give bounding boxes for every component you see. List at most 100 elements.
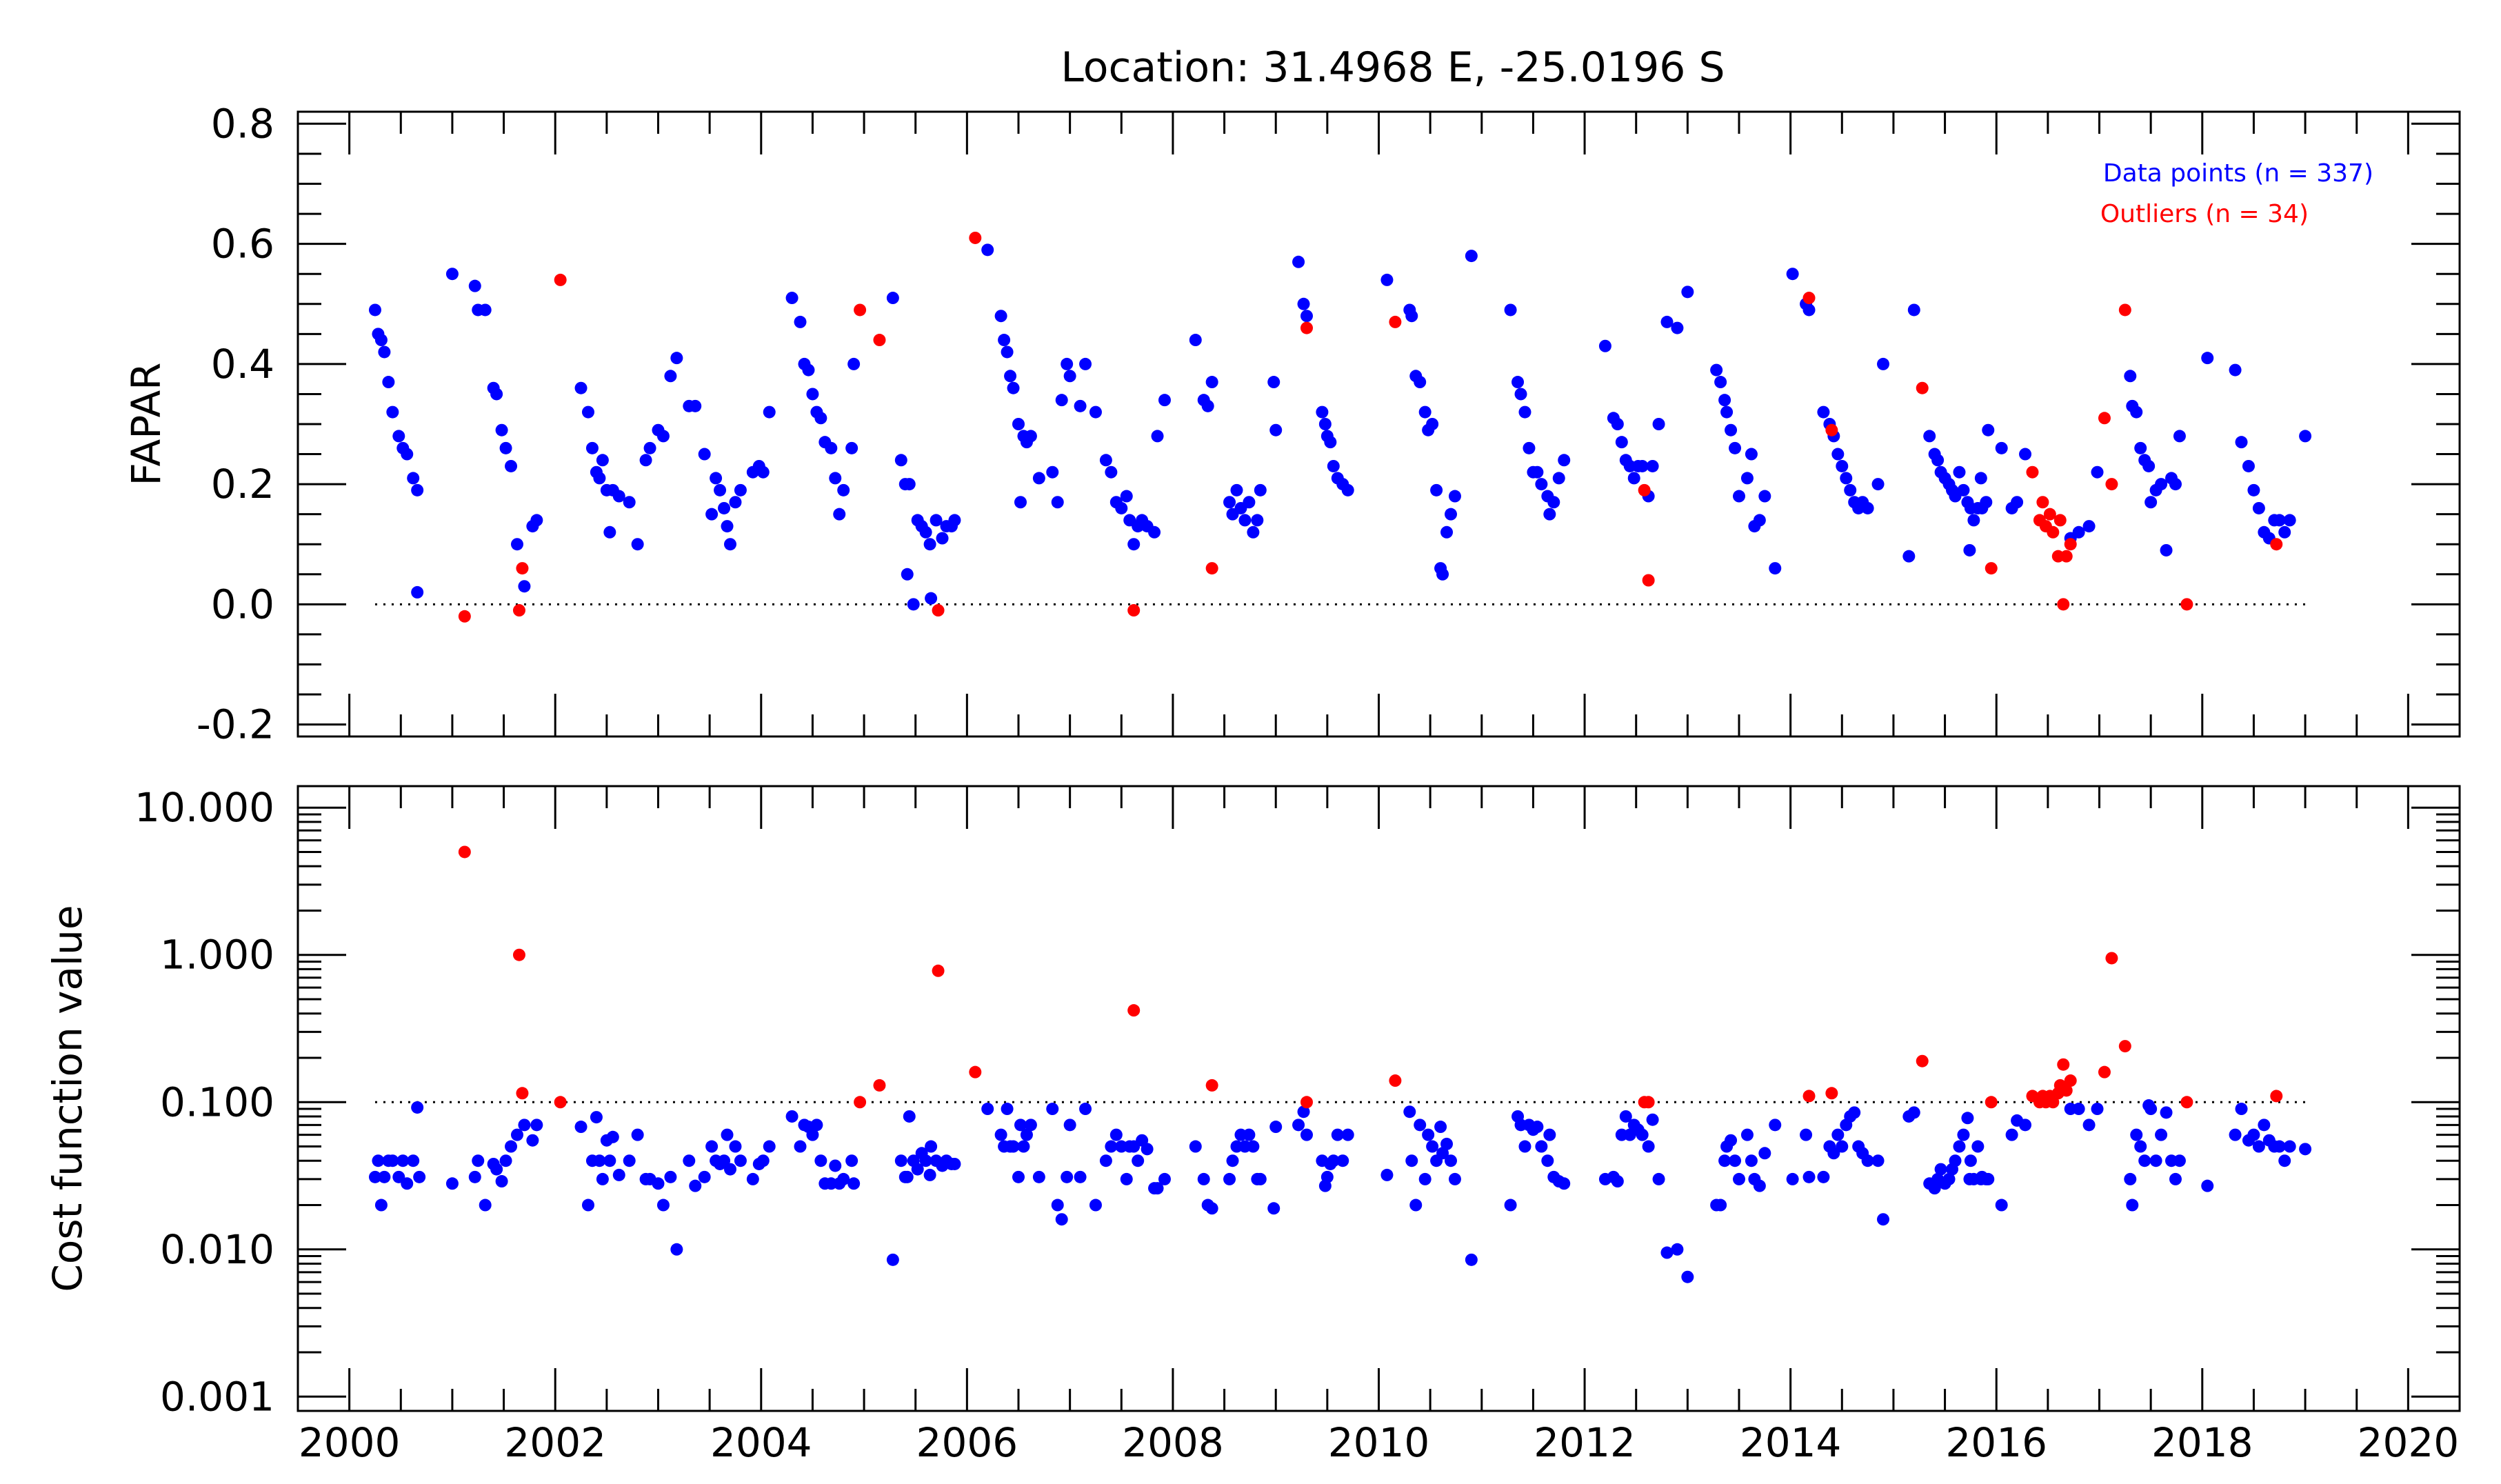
cost-data-point xyxy=(1934,1163,1947,1176)
fapar-data-point xyxy=(1786,268,1799,281)
cost-data-point xyxy=(2169,1172,2182,1185)
cost-data-point xyxy=(1448,1172,1461,1185)
cost-data-point xyxy=(2278,1154,2291,1167)
fapar-data-point xyxy=(794,315,807,328)
fapar-data-point xyxy=(479,303,492,317)
fapar-data-point xyxy=(1974,472,1987,485)
fapar-data-point xyxy=(1051,496,1064,509)
fapar-data-point xyxy=(1552,472,1565,485)
cost-data-point xyxy=(829,1159,842,1172)
fapar-outlier-point xyxy=(1825,423,1838,437)
x-tick-label: 2012 xyxy=(1534,1419,1636,1466)
fapar-data-point xyxy=(1714,376,1727,389)
fapar-data-point xyxy=(1514,388,1527,401)
fapar-outlier-point xyxy=(2105,478,2118,491)
cost-data-point xyxy=(1414,1119,1427,1132)
fapar-data-point xyxy=(1089,405,1102,419)
cost-data-point xyxy=(656,1199,670,1212)
cost-data-point xyxy=(1189,1140,1202,1153)
x-tick-label: 2002 xyxy=(504,1419,606,1466)
fapar-data-point xyxy=(919,525,932,539)
fapar-data-point xyxy=(1871,478,1885,491)
cost-data-point xyxy=(1141,1143,1154,1156)
fapar-data-point xyxy=(2091,465,2104,479)
cost-outlier-point xyxy=(1916,1054,1929,1067)
cost-data-point xyxy=(2072,1103,2085,1116)
fapar-data-point xyxy=(468,279,481,292)
fapar-data-point xyxy=(639,454,652,467)
cost-data-point xyxy=(368,1170,381,1183)
fapar-data-point xyxy=(1923,430,1936,443)
cost-data-point xyxy=(1226,1154,1239,1167)
cost-data-point xyxy=(2247,1128,2260,1141)
cost-data-point xyxy=(2252,1140,2265,1153)
cost-data-point xyxy=(1063,1119,1076,1132)
fapar-data-point xyxy=(930,514,943,527)
fapar-data-point xyxy=(1151,430,1164,443)
cost-data-point xyxy=(1007,1140,1020,1153)
cost-data-point xyxy=(919,1154,932,1167)
fapar-data-point xyxy=(1243,496,1256,509)
fapar-data-point xyxy=(1448,490,1461,503)
fapar-data-point xyxy=(1046,465,1059,479)
x-tick-label: 2000 xyxy=(299,1419,401,1466)
fapar-data-point xyxy=(710,472,723,485)
cost-points xyxy=(368,845,2312,1283)
x-tick-label: 2008 xyxy=(1122,1419,1224,1466)
cost-data-point xyxy=(1718,1154,1731,1167)
fapar-data-point xyxy=(998,334,1011,347)
cost-data-point xyxy=(763,1140,776,1153)
cost-outlier-point xyxy=(554,1096,567,1109)
fapar-data-point xyxy=(2082,520,2096,533)
cost-outlier-point xyxy=(1127,1004,1141,1017)
fapar-data-point xyxy=(1127,538,1141,551)
cost-outlier-point xyxy=(512,948,525,961)
fapar-data-point xyxy=(1547,496,1560,509)
cost-data-point xyxy=(2145,1103,2158,1116)
fapar-outlier-point xyxy=(1802,292,1816,305)
fapar-data-point xyxy=(670,352,683,365)
cost-data-point xyxy=(670,1243,683,1256)
fapar-outlier-point xyxy=(2036,496,2049,509)
fapar-data-point xyxy=(1844,483,1857,497)
fapar-data-point xyxy=(643,441,656,454)
cost-data-point xyxy=(1120,1172,1133,1185)
fapar-data-point xyxy=(925,592,938,605)
fapar-data-point xyxy=(1201,399,1214,412)
fapar-data-point xyxy=(1710,363,1723,377)
cost-data-point xyxy=(1061,1170,1074,1183)
fapar-data-point xyxy=(1148,525,1161,539)
cost-data-point xyxy=(2005,1128,2018,1141)
cost-outlier-point xyxy=(932,964,945,977)
fapar-data-point xyxy=(1729,441,1742,454)
fapar-data-point xyxy=(631,538,644,551)
cost-data-point xyxy=(1636,1128,1649,1141)
cost-data-point xyxy=(1046,1103,1059,1116)
cost-outlier-point xyxy=(2105,952,2118,965)
fapar-data-point xyxy=(1465,250,1478,263)
x-tick-label: 2010 xyxy=(1328,1419,1430,1466)
fapar-outlier-point xyxy=(554,273,567,286)
cost-data-point xyxy=(689,1179,702,1192)
cost-data-point xyxy=(1964,1154,1977,1167)
cost-data-point xyxy=(1957,1128,1970,1141)
fapar-outlier-point xyxy=(2180,598,2193,611)
fapar-data-point xyxy=(1611,418,1624,430)
cost-data-point xyxy=(1012,1170,1025,1183)
cost-data-point xyxy=(1089,1199,1102,1212)
fapar-data-point xyxy=(1327,459,1340,472)
cost-data-point xyxy=(1769,1119,1782,1132)
cost-data-point xyxy=(1292,1119,1305,1132)
fapar-data-point xyxy=(825,441,838,454)
fapar-data-point xyxy=(936,532,949,545)
fapar-data-point xyxy=(1074,399,1087,412)
cost-y-tick-label: 0.010 xyxy=(160,1226,274,1273)
fapar-data-point xyxy=(2011,496,2024,509)
fapar-outlier-point xyxy=(2098,412,2111,425)
fapar-data-point xyxy=(2278,525,2291,539)
cost-data-point xyxy=(2229,1128,2242,1141)
fapar-outlier-point xyxy=(1638,483,1651,497)
fapar-data-point xyxy=(1646,459,1659,472)
fapar-data-point xyxy=(1982,423,1995,437)
fapar-data-point xyxy=(718,501,731,514)
